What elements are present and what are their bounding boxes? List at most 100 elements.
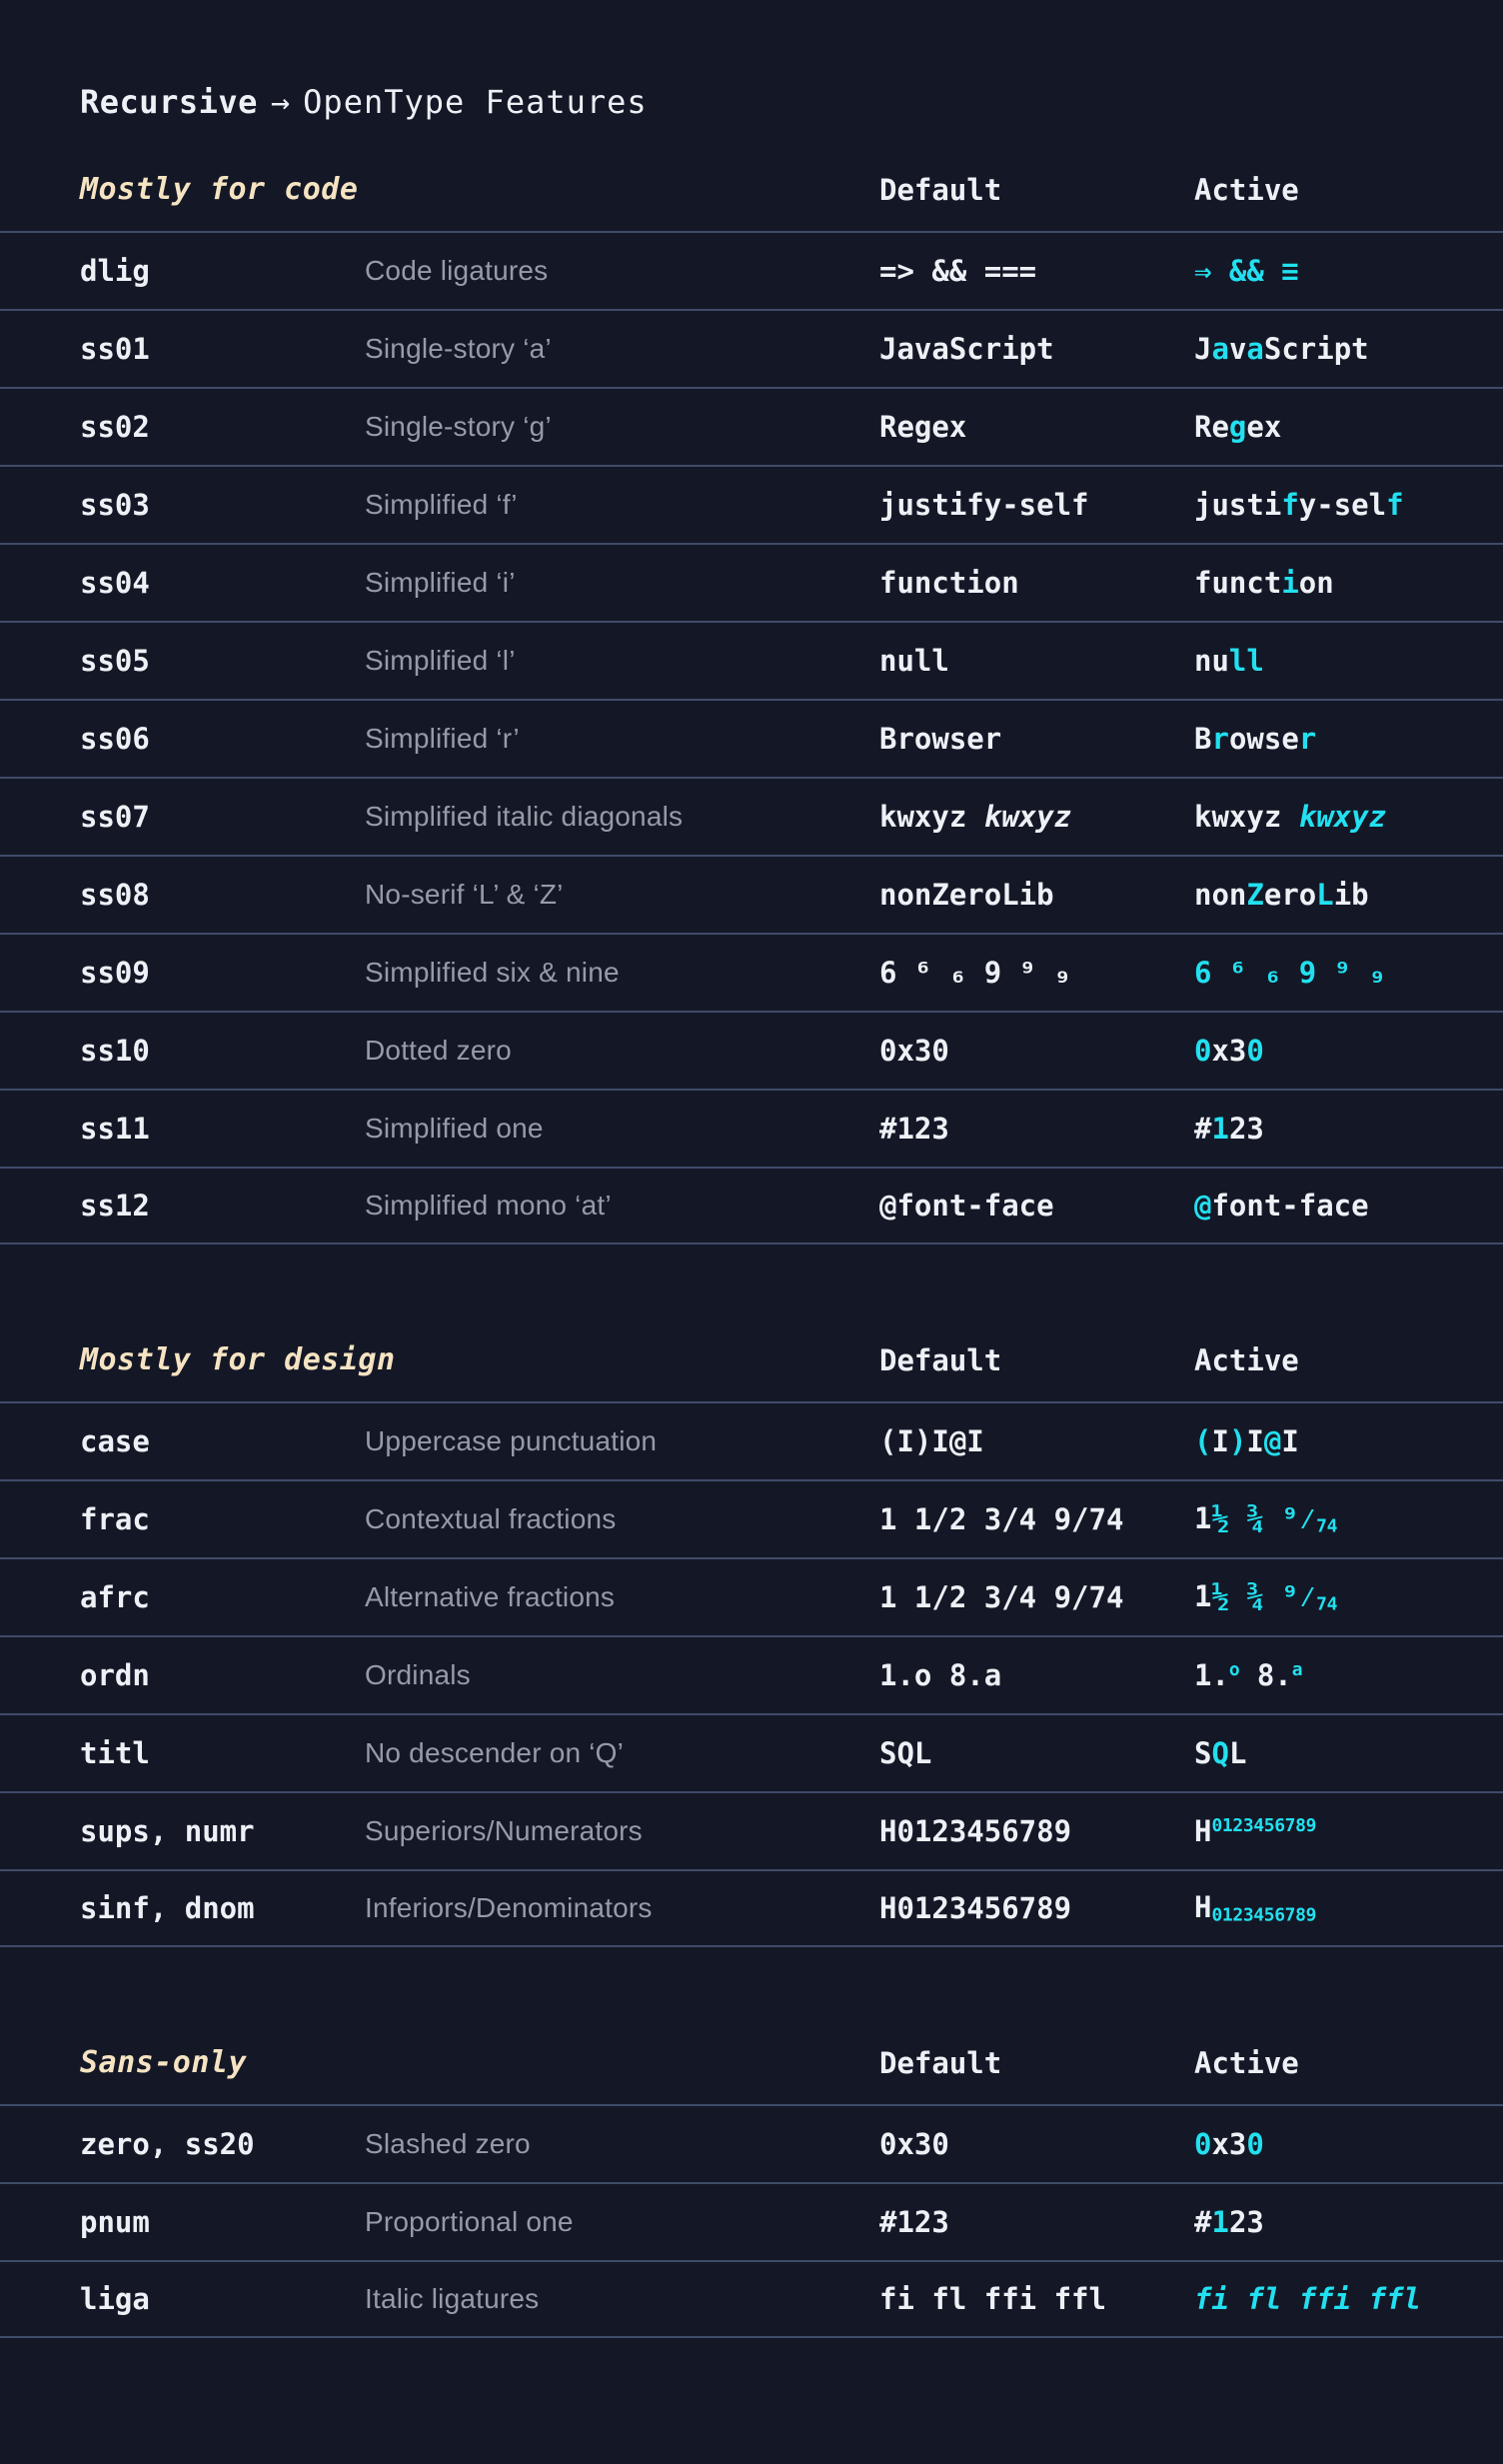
- feature-section: Mostly for design Default Active case Up…: [0, 1319, 1503, 1947]
- feature-description: Simplified ‘f’: [365, 488, 518, 520]
- highlighted-glyphs: a: [1211, 331, 1229, 366]
- sample-glyphs: ib: [1333, 877, 1369, 912]
- table-row: frac Contextual fractions 1 1/2 3/4 9/74…: [0, 1478, 1503, 1557]
- column-header-active: Active: [1194, 2045, 1299, 2080]
- feature-description: No-serif ‘L’ & ‘Z’: [365, 878, 564, 910]
- highlighted-glyphs: 0123456789: [1211, 1815, 1317, 1836]
- feature-description: Simplified ‘r’: [365, 722, 520, 754]
- active-sample: 0x30: [1194, 1034, 1503, 1068]
- feature-tag: case: [80, 1423, 150, 1458]
- feature-description: Simplified one: [365, 1112, 544, 1144]
- section-rows: zero, ss20 Slashed zero 0x30 0x30 pnum P…: [0, 2103, 1503, 2338]
- default-sample: 6 ⁶ ₆ 9 ⁹ ₉: [879, 956, 1194, 990]
- sample-glyphs: non: [1194, 877, 1247, 912]
- default-sample: justify-self: [879, 488, 1194, 522]
- page-title-text: OpenType Features: [303, 83, 648, 122]
- highlighted-glyphs: L: [1316, 877, 1334, 912]
- sample-glyphs: 23: [1228, 1111, 1264, 1146]
- feature-description: Proportional one: [365, 2205, 574, 2237]
- default-sample: nonZeroLib: [879, 878, 1194, 912]
- default-sample: 0x30: [879, 1034, 1194, 1068]
- sample-glyphs: (I)I@I: [879, 1423, 984, 1458]
- table-row: sups, numr Superiors/Numerators H0123456…: [0, 1790, 1503, 1869]
- sample-glyphs: 1 1/2 3/4 9/74: [879, 1579, 1124, 1614]
- table-row: ss01 Single-story ‘a’ JavaScript JavaScr…: [0, 308, 1503, 387]
- sample-glyphs: 1 1/2 3/4 9/74: [879, 1501, 1124, 1536]
- feature-tag: ss12: [80, 1188, 150, 1223]
- opentype-features-page: Recursive → OpenType Features Mostly for…: [0, 21, 1503, 2338]
- highlighted-glyphs: ½ ¾ ⁹⁄: [1211, 1578, 1317, 1613]
- active-sample: SQL: [1194, 1736, 1503, 1770]
- highlighted-glyphs: Q: [1211, 1735, 1229, 1770]
- sample-glyphs: H0123456789: [879, 1813, 1072, 1848]
- highlighted-glyphs: g: [1228, 409, 1247, 444]
- sample-glyphs: funct: [1194, 565, 1282, 600]
- highlighted-glyphs: 74: [1316, 1593, 1338, 1615]
- feature-description: Alternative fractions: [365, 1580, 616, 1612]
- feature-section: Mostly for code Default Active dlig Code…: [0, 149, 1503, 1244]
- sample-glyphs: B: [1194, 721, 1212, 756]
- sample-glyphs: 1: [1194, 1578, 1212, 1613]
- active-sample: #123: [1194, 1112, 1503, 1146]
- feature-tag: ordn: [80, 1657, 150, 1692]
- sample-glyphs: 6 ⁶ ₆ 9 ⁹ ₉: [879, 955, 1072, 990]
- feature-tag: sinf, dnom: [80, 1890, 255, 1925]
- highlighted-glyphs: ½ ¾ ⁹⁄: [1211, 1500, 1317, 1535]
- active-sample: nonZeroLib: [1194, 878, 1503, 912]
- sample-glyphs: H: [1194, 1890, 1212, 1925]
- section-rows: dlig Code ligatures => && === ⇒ && ≡ ss0…: [0, 230, 1503, 1244]
- feature-tag: liga: [80, 2281, 150, 2316]
- feature-section: Sans-only Default Active zero, ss20 Slas…: [0, 2022, 1503, 2338]
- sample-glyphs: L: [1228, 1735, 1247, 1770]
- highlighted-glyphs: i: [1281, 565, 1299, 600]
- sample-glyphs: 8.: [1239, 1657, 1292, 1692]
- feature-description: Simplified six & nine: [365, 956, 620, 988]
- highlighted-glyphs: ): [1228, 1423, 1247, 1458]
- table-row: ss11 Simplified one #123 #123: [0, 1088, 1503, 1167]
- highlighted-glyphs: ⇒ && ≡: [1194, 253, 1299, 288]
- sample-glyphs: JavaScript: [879, 331, 1054, 366]
- feature-tag: ss11: [80, 1111, 150, 1146]
- sample-glyphs: kwxyz: [983, 799, 1072, 834]
- active-sample: justify-self: [1194, 488, 1503, 522]
- highlighted-glyphs: 0: [1246, 2126, 1264, 2161]
- sample-glyphs: 1.o 8.a: [879, 1657, 1002, 1692]
- sample-glyphs: SQL: [879, 1735, 932, 1770]
- highlighted-glyphs: o: [1228, 1659, 1240, 1680]
- highlighted-glyphs: a: [1246, 331, 1264, 366]
- sample-glyphs: I: [1211, 1423, 1229, 1458]
- feature-description: Italic ligatures: [365, 2282, 540, 2314]
- default-sample: 0x30: [879, 2127, 1194, 2161]
- default-sample: #123: [879, 2205, 1194, 2239]
- sample-glyphs: 23: [1228, 2204, 1264, 2239]
- highlighted-glyphs: 74: [1316, 1515, 1338, 1537]
- table-row: ss10 Dotted zero 0x30 0x30: [0, 1010, 1503, 1089]
- table-row: ss05 Simplified ‘l’ null null: [0, 620, 1503, 699]
- active-sample: 6 ⁶ ₆ 9 ⁹ ₉: [1194, 956, 1503, 990]
- sample-glyphs: 0x30: [879, 2126, 949, 2161]
- sample-glyphs: J: [1194, 331, 1212, 366]
- active-sample: ⇒ && ≡: [1194, 254, 1503, 288]
- default-sample: SQL: [879, 1736, 1194, 1770]
- feature-tag: ss09: [80, 955, 150, 990]
- sample-glyphs: Regex: [879, 409, 967, 444]
- feature-description: Contextual fractions: [365, 1502, 617, 1534]
- active-sample: #123: [1194, 2205, 1503, 2239]
- table-row: ss09 Simplified six & nine 6 ⁶ ₆ 9 ⁹ ₉ 6…: [0, 932, 1503, 1011]
- sample-glyphs: S: [1194, 1735, 1212, 1770]
- sample-glyphs: owse: [1228, 721, 1299, 756]
- highlighted-glyphs: r: [1298, 721, 1317, 756]
- sample-glyphs: Script: [1263, 331, 1369, 366]
- sample-glyphs: #: [1194, 1111, 1212, 1146]
- page-title: Recursive → OpenType Features: [0, 21, 1503, 127]
- sample-glyphs: I: [1246, 1423, 1264, 1458]
- sample-glyphs: ex: [1246, 409, 1282, 444]
- table-row: ss02 Single-story ‘g’ Regex Regex: [0, 386, 1503, 465]
- feature-description: Code ligatures: [365, 254, 549, 286]
- highlighted-glyphs: 6 ⁶ ₆ 9 ⁹ ₉: [1194, 955, 1387, 990]
- column-header-default: Default: [879, 172, 1002, 207]
- table-row: liga Italic ligatures fi fl ffi ffl fi f…: [0, 2259, 1503, 2338]
- default-sample: fi fl ffi ffl: [879, 2282, 1194, 2316]
- feature-description: Simplified mono ‘at’: [365, 1189, 612, 1221]
- feature-tag: dlig: [80, 253, 150, 288]
